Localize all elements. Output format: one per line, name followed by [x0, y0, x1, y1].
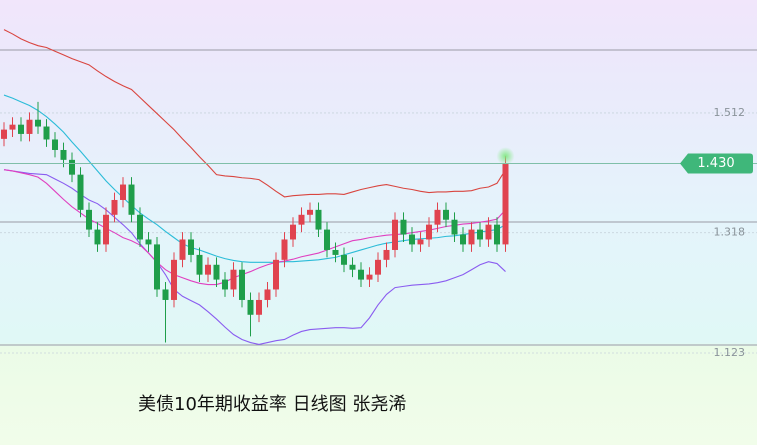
candle-body: [315, 209, 322, 230]
candle-body: [128, 184, 135, 215]
candle-body: [332, 249, 339, 255]
candle-body: [341, 254, 347, 265]
candle-body: [1, 129, 7, 139]
candle-body: [239, 269, 245, 300]
y-tick-label: 1.512: [714, 106, 746, 119]
candle-body: [103, 214, 109, 245]
y-tick-label: 1.123: [714, 346, 746, 359]
candle-body: [264, 289, 271, 300]
candle-body: [468, 229, 475, 245]
indicator-line: [3, 29, 506, 198]
candle-body: [324, 229, 330, 250]
candle-body: [205, 264, 211, 275]
candle-body: [409, 234, 415, 245]
candle-body: [9, 124, 16, 130]
candle-body: [256, 299, 262, 315]
candle-body: [434, 209, 441, 225]
candle-body: [222, 279, 228, 290]
candle-body: [358, 269, 364, 280]
candle-body: [52, 139, 58, 150]
indicator-line: [3, 94, 506, 263]
candle-body: [426, 224, 432, 240]
price-label: 1.430: [697, 156, 734, 171]
candle-body: [443, 209, 449, 220]
candle-body: [171, 259, 177, 300]
candle-body: [375, 259, 381, 275]
chart-title: 美债10年期收益率 日线图 张尧浠: [138, 394, 406, 415]
candle-body: [111, 199, 118, 215]
candle-body: [60, 149, 67, 160]
candle-body: [145, 239, 152, 245]
last-glow: [496, 147, 515, 166]
indicator-line: [3, 169, 506, 345]
candle-body: [307, 209, 313, 215]
candle-body: [35, 119, 41, 127]
candle-body: [502, 163, 509, 245]
candle-body: [188, 239, 194, 255]
candle-body: [383, 249, 390, 260]
candle-body: [451, 219, 458, 235]
candle-body: [494, 224, 500, 245]
y-tick-label: 1.318: [714, 226, 746, 239]
candle-body: [485, 224, 492, 240]
candle-body: [230, 269, 237, 290]
price-tag: [680, 153, 753, 174]
candle-body: [94, 229, 101, 245]
candle-body: [162, 289, 169, 300]
candle-body: [43, 126, 50, 140]
candle-body: [120, 184, 126, 200]
candle-body: [460, 234, 466, 245]
candle-body: [86, 209, 92, 230]
candle-body: [366, 274, 373, 280]
candle-body: [349, 264, 356, 270]
candle-body: [196, 254, 203, 275]
candle-body: [247, 299, 254, 315]
candle-body: [477, 229, 483, 240]
candle-body: [290, 224, 296, 240]
candle-body: [281, 239, 288, 260]
candle-body: [273, 259, 279, 290]
candle-body: [417, 239, 424, 245]
candle-body: [137, 214, 143, 240]
candle-body: [69, 159, 75, 175]
candle-body: [400, 219, 407, 235]
candle-body: [26, 119, 33, 134]
candle-body: [179, 239, 186, 260]
candle-body: [213, 264, 220, 280]
candle-body: [77, 174, 84, 210]
candle-body: [154, 244, 160, 290]
candle-body: [298, 214, 305, 225]
candle-body: [18, 124, 24, 134]
candle-body: [392, 219, 398, 250]
